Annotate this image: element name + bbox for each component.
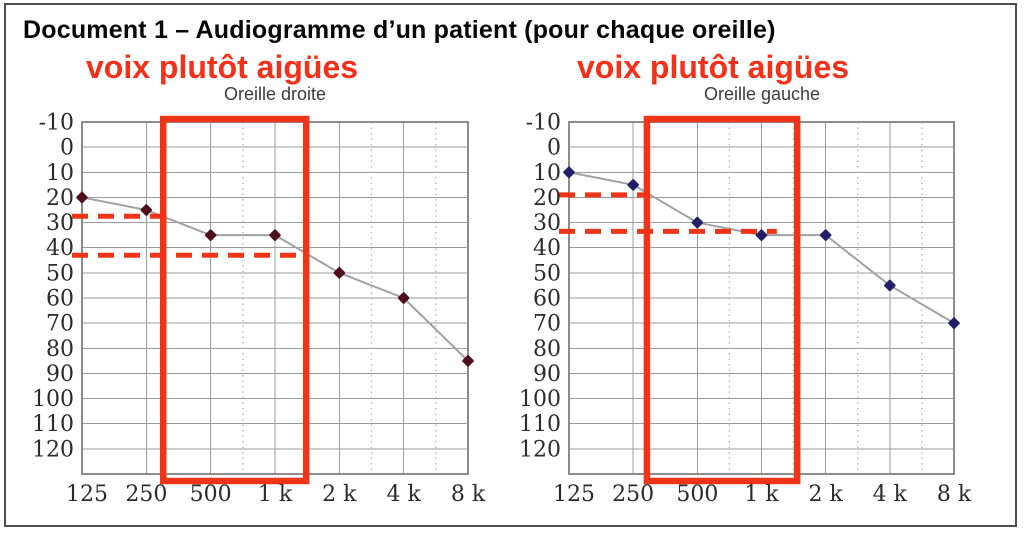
x-tick-label: 2 k xyxy=(809,482,844,507)
y-tick-label: 80 xyxy=(46,337,74,362)
data-point xyxy=(755,229,768,241)
x-tick-label: 8 k xyxy=(937,482,972,507)
y-tick-label: 70 xyxy=(46,312,74,337)
x-tick-label: 1 k xyxy=(258,482,293,507)
x-tick-label: 250 xyxy=(612,482,654,507)
document-frame xyxy=(4,3,1017,527)
data-point xyxy=(76,191,88,204)
y-tick-label: 90 xyxy=(46,362,74,387)
data-point xyxy=(269,229,281,241)
highlight-box xyxy=(160,115,310,485)
chart-title-left-ear: Oreille gauche xyxy=(703,84,821,104)
y-tick-label: 100 xyxy=(519,387,561,412)
y-tick-label: 70 xyxy=(533,312,561,337)
y-tick-label: 120 xyxy=(519,437,561,462)
y-tick-label: 30 xyxy=(46,211,74,236)
voice-annotation-right-ear: voix plutôt aigües xyxy=(86,49,359,85)
x-tick-label: 8 k xyxy=(451,482,486,507)
y-tick-label: 0 xyxy=(547,136,561,161)
y-tick-label: 40 xyxy=(46,236,74,261)
y-tick-label: 0 xyxy=(60,136,74,161)
data-point xyxy=(563,166,575,179)
data-point xyxy=(462,355,474,367)
y-tick-label: 110 xyxy=(32,412,74,437)
data-point xyxy=(884,279,896,292)
x-tick-label: 250 xyxy=(125,482,167,507)
x-tick-label: 125 xyxy=(553,482,595,507)
y-tick-label: 90 xyxy=(533,362,561,387)
data-point xyxy=(397,292,410,304)
y-tick-label: 100 xyxy=(32,387,74,412)
y-tick-label: 80 xyxy=(533,337,561,362)
y-tick-label: 120 xyxy=(32,437,74,462)
y-tick-label: 20 xyxy=(533,186,561,211)
data-point xyxy=(691,216,704,229)
y-tick-label: 50 xyxy=(533,261,561,286)
highlight-box xyxy=(643,115,801,485)
voice-annotation-left-ear: voix plutôt aigües xyxy=(577,49,850,85)
y-tick-label: 50 xyxy=(46,261,74,286)
document-title: Document 1 – Audiogramme d’un patient (p… xyxy=(23,16,776,44)
x-tick-label: 2 k xyxy=(322,482,357,507)
y-tick-label: 20 xyxy=(46,186,74,211)
y-tick-label: 60 xyxy=(46,287,74,312)
y-tick-label: 30 xyxy=(533,211,561,236)
y-tick-label: -10 xyxy=(526,111,561,136)
y-tick-label: 40 xyxy=(533,236,561,261)
chart-title-right-ear: Oreille droite xyxy=(223,84,327,104)
data-point xyxy=(140,204,153,216)
x-tick-label: 4 k xyxy=(387,482,422,507)
y-tick-label: 10 xyxy=(46,161,74,186)
data-point xyxy=(627,179,639,191)
y-tick-label: 10 xyxy=(533,161,561,186)
data-point xyxy=(204,229,217,241)
y-tick-label: 60 xyxy=(533,287,561,312)
x-tick-label: 500 xyxy=(676,482,718,507)
y-tick-label: 110 xyxy=(519,412,561,437)
x-tick-label: 4 k xyxy=(873,482,908,507)
data-point xyxy=(819,229,832,241)
x-tick-label: 1 k xyxy=(744,482,779,507)
y-tick-label: -10 xyxy=(39,111,74,136)
x-tick-label: 500 xyxy=(190,482,232,507)
data-point xyxy=(948,317,960,329)
x-tick-label: 125 xyxy=(66,482,108,507)
data-point xyxy=(333,267,346,279)
